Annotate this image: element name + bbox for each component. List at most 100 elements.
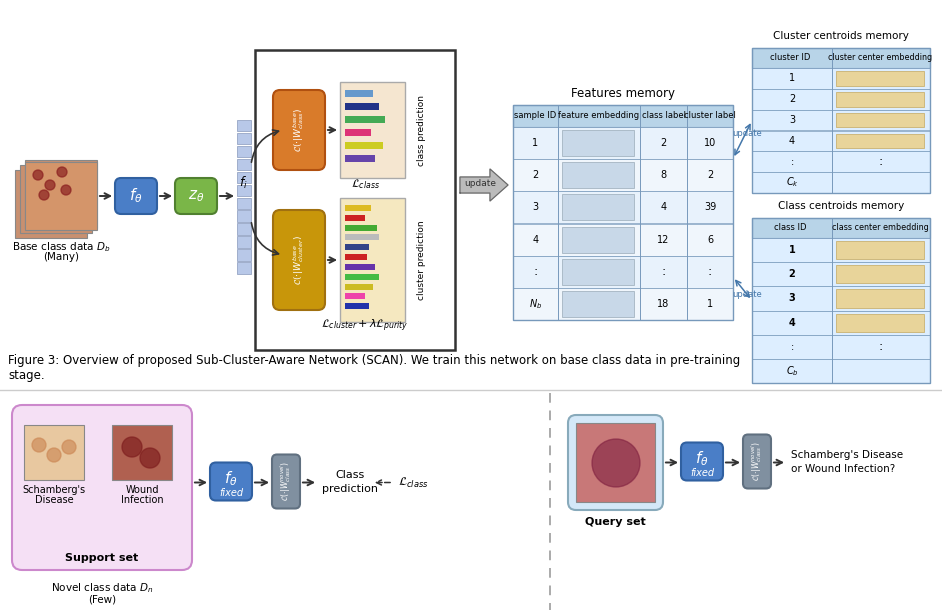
Circle shape	[61, 185, 71, 195]
FancyBboxPatch shape	[115, 178, 157, 214]
Bar	[752, 262, 930, 286]
Text: 4: 4	[789, 136, 795, 146]
Text: update: update	[733, 129, 762, 138]
Text: :: :	[790, 341, 793, 352]
Text: update: update	[733, 290, 762, 299]
Text: $z_\theta$: $z_\theta$	[187, 188, 204, 204]
Text: 2: 2	[706, 170, 713, 181]
Circle shape	[140, 448, 160, 468]
Circle shape	[32, 438, 46, 452]
Text: :: :	[533, 265, 538, 278]
Text: :: :	[879, 155, 884, 168]
Text: Figure 3: Overview of proposed Sub-Cluster-Aware Network (SCAN). We train this n: Figure 3: Overview of proposed Sub-Clust…	[8, 354, 740, 382]
Text: 1: 1	[706, 299, 713, 309]
Text: Disease: Disease	[35, 495, 73, 505]
Text: cluster ID: cluster ID	[770, 53, 810, 62]
Bar	[752, 310, 930, 335]
Bar	[340, 82, 405, 178]
Bar	[237, 262, 251, 274]
Text: :: :	[879, 340, 884, 353]
Bar	[345, 215, 365, 221]
Bar	[836, 113, 924, 127]
FancyBboxPatch shape	[568, 415, 663, 510]
Text: $C_k$: $C_k$	[786, 176, 799, 190]
Bar	[836, 133, 924, 148]
Text: class label: class label	[642, 111, 686, 121]
FancyBboxPatch shape	[273, 90, 325, 170]
Circle shape	[57, 167, 67, 177]
Bar	[752, 68, 930, 89]
Bar	[752, 172, 930, 193]
Bar	[345, 90, 373, 97]
Text: 2: 2	[660, 138, 667, 148]
Text: 1: 1	[788, 245, 795, 255]
Text: prediction: prediction	[322, 483, 378, 493]
Text: Wound: Wound	[125, 485, 159, 495]
Text: (Many): (Many)	[43, 252, 79, 262]
Text: Schamberg's Disease: Schamberg's Disease	[791, 449, 903, 460]
Text: Class: Class	[335, 469, 365, 479]
Bar	[836, 71, 924, 86]
Text: 2: 2	[788, 269, 795, 279]
Bar	[752, 218, 930, 383]
Bar	[752, 48, 930, 68]
Text: $\mathcal{L}_{class}$: $\mathcal{L}_{class}$	[398, 476, 429, 490]
Bar	[237, 185, 251, 196]
Text: Features memory: Features memory	[571, 86, 675, 100]
Text: $\mathcal{C}(\cdot|W_{class}^{novel})$: $\mathcal{C}(\cdot|W_{class}^{novel})$	[279, 461, 294, 501]
Bar	[237, 223, 251, 235]
Bar	[24, 425, 84, 480]
Bar	[237, 133, 251, 144]
Bar	[345, 293, 365, 299]
Bar	[345, 283, 373, 289]
FancyBboxPatch shape	[12, 405, 192, 570]
Text: $f_i$: $f_i$	[238, 175, 248, 191]
Bar	[25, 160, 97, 228]
Text: Infection: Infection	[121, 495, 163, 505]
Text: Support set: Support set	[65, 553, 138, 563]
Bar	[237, 159, 251, 170]
Bar	[562, 195, 634, 220]
Circle shape	[592, 439, 640, 487]
Bar	[237, 211, 251, 222]
Bar	[836, 92, 924, 106]
Text: cluster label: cluster label	[684, 111, 736, 121]
Text: sample ID: sample ID	[514, 111, 557, 121]
Circle shape	[45, 180, 55, 190]
Text: $f_\theta$: $f_\theta$	[695, 449, 708, 468]
Bar	[752, 89, 930, 110]
Bar	[237, 249, 251, 261]
Bar	[752, 151, 930, 172]
Bar	[345, 116, 385, 123]
Text: 1: 1	[789, 73, 795, 83]
FancyBboxPatch shape	[272, 455, 300, 509]
Text: Schamberg's: Schamberg's	[23, 485, 86, 495]
Text: Query set: Query set	[585, 517, 646, 527]
FancyBboxPatch shape	[273, 210, 325, 310]
Text: class center embedding: class center embedding	[832, 223, 929, 233]
Bar	[345, 129, 371, 136]
Text: $C_b$: $C_b$	[786, 364, 799, 378]
Bar	[752, 335, 930, 359]
Bar	[513, 127, 733, 159]
Text: :: :	[790, 157, 793, 166]
Bar	[836, 265, 924, 283]
Circle shape	[122, 437, 142, 457]
Bar	[562, 291, 634, 317]
Text: 18: 18	[658, 299, 670, 309]
Text: $f_\theta$: $f_\theta$	[224, 469, 237, 488]
Text: feature embedding: feature embedding	[559, 111, 640, 121]
Bar	[576, 423, 655, 502]
Bar	[345, 103, 379, 110]
Text: update: update	[464, 179, 496, 187]
Bar	[513, 223, 733, 256]
Bar	[752, 238, 930, 262]
Bar	[836, 289, 924, 307]
Bar	[15, 170, 87, 238]
Bar	[562, 226, 634, 253]
Circle shape	[62, 440, 76, 454]
Bar	[345, 225, 377, 231]
Bar	[340, 198, 405, 322]
Text: (Few): (Few)	[88, 595, 116, 605]
Bar	[513, 192, 733, 223]
